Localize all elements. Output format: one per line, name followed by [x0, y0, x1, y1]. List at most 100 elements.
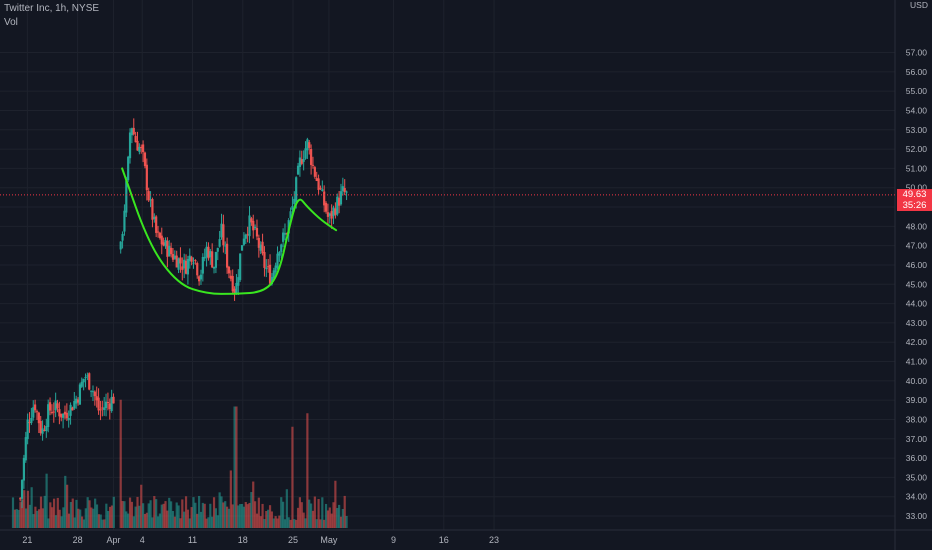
- candle-body: [198, 276, 201, 282]
- volume-bar: [119, 399, 122, 528]
- volume-bar: [67, 513, 71, 528]
- candle-body: [267, 266, 270, 268]
- volume-bar: [142, 503, 145, 528]
- volume-bar: [345, 515, 348, 528]
- candle-body: [186, 259, 190, 275]
- volume-bar: [112, 496, 115, 528]
- volume-bar: [21, 499, 24, 528]
- price-tick-label: 48.00: [906, 221, 928, 231]
- volume-bar: [298, 497, 302, 528]
- candle-body: [32, 407, 35, 418]
- bar-countdown: 35:26: [902, 199, 927, 211]
- candle-body: [203, 256, 206, 259]
- volume-bar: [60, 516, 63, 528]
- volume-bar: [88, 500, 91, 528]
- candle-body: [153, 216, 156, 220]
- volume-bar: [62, 507, 65, 528]
- candle-body: [91, 391, 95, 393]
- candle-body: [119, 241, 122, 250]
- candle-body: [30, 418, 33, 423]
- price-tick-label: 33.00: [906, 511, 928, 521]
- volume-bar: [244, 502, 247, 528]
- volume-bar: [11, 497, 15, 528]
- volume-bar: [218, 492, 221, 528]
- cup-pattern-curve: [121, 167, 338, 295]
- candle-body: [304, 148, 307, 159]
- time-tick-label: 11: [188, 535, 197, 545]
- candle-body: [175, 255, 178, 268]
- candle-body: [330, 211, 333, 219]
- candle-body: [302, 158, 305, 162]
- candle-body: [244, 234, 247, 239]
- candle-body: [235, 282, 238, 294]
- volume-bar: [242, 506, 246, 528]
- volume-bar: [107, 510, 110, 528]
- time-axis[interactable]: 21 28 Apr 4 11 18 25 May 9 16 23: [22, 535, 499, 545]
- volume-bar: [153, 496, 156, 528]
- volume-bar: [123, 501, 126, 528]
- volume-bar: [175, 502, 178, 528]
- volume-bar: [315, 519, 318, 528]
- candle-body: [298, 157, 302, 168]
- volume-bar: [171, 510, 175, 528]
- candle-body: [171, 254, 175, 260]
- volume-bar: [203, 503, 206, 528]
- volume-bar: [231, 504, 234, 528]
- volume-bar: [289, 519, 292, 528]
- time-tick-label: 25: [288, 535, 298, 545]
- time-tick-label: 16: [439, 535, 449, 545]
- volume-bar: [56, 497, 59, 528]
- volume-bar: [250, 492, 253, 528]
- volume-bar: [272, 518, 275, 528]
- candle-body: [201, 257, 204, 274]
- candle-body: [110, 396, 113, 412]
- volume-bar: [51, 507, 54, 528]
- price-tick-label: 39.00: [906, 395, 928, 405]
- price-tick-label: 47.00: [906, 241, 928, 251]
- candle-body: [313, 167, 316, 177]
- volume-bar: [330, 513, 333, 528]
- volume-bar: [295, 519, 298, 528]
- candle-body: [209, 251, 212, 258]
- volume-bar: [308, 499, 311, 528]
- volume-bar: [233, 406, 236, 528]
- candle-body: [140, 146, 143, 148]
- volume-bar: [334, 480, 337, 528]
- price-tick-label: 45.00: [906, 279, 928, 289]
- volume-bar: [54, 515, 58, 528]
- volume-bar: [235, 406, 238, 528]
- candle-body: [296, 165, 300, 175]
- candle-body: [255, 228, 259, 237]
- price-axis[interactable]: 33.00 34.00 35.00 36.00 37.00 38.00 39.00 40.00…: [906, 48, 928, 521]
- candle-body: [263, 252, 266, 268]
- candle-body: [145, 164, 148, 191]
- candle-body: [218, 239, 221, 247]
- volume-bar: [173, 516, 176, 528]
- candle-body: [101, 407, 104, 409]
- candle-body: [261, 241, 264, 254]
- volume-bar: [136, 496, 139, 528]
- volume-bar: [291, 426, 294, 528]
- candle-body: [319, 187, 322, 189]
- volume-bar: [132, 516, 135, 528]
- volume-bar: [97, 514, 100, 528]
- candle-body: [268, 264, 272, 284]
- candle-body: [177, 258, 180, 270]
- candle-body: [162, 242, 165, 246]
- volume-bar: [23, 490, 26, 528]
- volume-bar: [128, 497, 132, 528]
- volume-bar: [13, 509, 16, 528]
- volume-bar: [92, 508, 95, 528]
- candle-body: [289, 211, 292, 218]
- volume-bar: [278, 515, 281, 528]
- candle-body: [43, 429, 46, 431]
- candle-body: [291, 206, 294, 210]
- volume-bar: [259, 516, 262, 528]
- candle-body: [19, 498, 22, 500]
- candle-body: [173, 255, 176, 259]
- volume-bar: [227, 508, 231, 528]
- volume-bar: [196, 513, 199, 528]
- candle-body: [67, 417, 70, 421]
